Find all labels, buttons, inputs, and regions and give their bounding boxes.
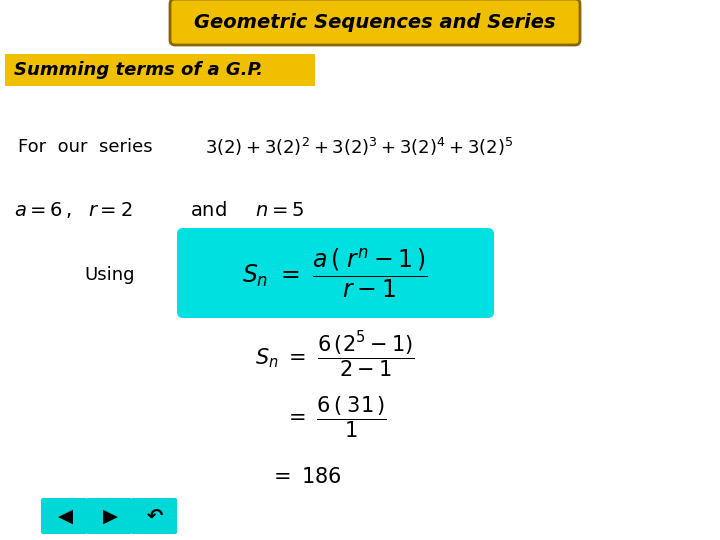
FancyBboxPatch shape bbox=[177, 228, 494, 318]
Text: $S_n \ = \ \dfrac{a\,(\; r^{n} - 1\,)}{r - 1}$: $S_n \ = \ \dfrac{a\,(\; r^{n} - 1\,)}{r… bbox=[242, 246, 428, 300]
Text: $n = 5$: $n = 5$ bbox=[255, 200, 304, 219]
FancyBboxPatch shape bbox=[5, 54, 315, 86]
Text: $= \ 186$: $= \ 186$ bbox=[269, 467, 341, 487]
FancyBboxPatch shape bbox=[41, 498, 87, 534]
Text: Geometric Sequences and Series: Geometric Sequences and Series bbox=[194, 12, 556, 31]
Text: $3(2) + 3(2)^{2} + 3(2)^{3} + 3(2)^{4} + 3(2)^{5}$: $3(2) + 3(2)^{2} + 3(2)^{3} + 3(2)^{4} +… bbox=[205, 136, 513, 158]
Text: $= \ \dfrac{6\,(\;31\,)}{1}$: $= \ \dfrac{6\,(\;31\,)}{1}$ bbox=[284, 394, 387, 440]
Text: $\mathrm{and}$: $\mathrm{and}$ bbox=[190, 200, 227, 219]
Text: ▶: ▶ bbox=[102, 507, 117, 525]
Text: Summing terms of a G.P.: Summing terms of a G.P. bbox=[14, 61, 263, 79]
FancyBboxPatch shape bbox=[86, 498, 132, 534]
Text: $S_n \ = \ \dfrac{6\,(2^{5} - 1)}{2 - 1}$: $S_n \ = \ \dfrac{6\,(2^{5} - 1)}{2 - 1}… bbox=[255, 329, 415, 380]
FancyBboxPatch shape bbox=[131, 498, 177, 534]
Text: For  our  series: For our series bbox=[18, 138, 153, 156]
FancyBboxPatch shape bbox=[170, 0, 580, 45]
Text: Using: Using bbox=[85, 266, 135, 284]
Text: ◀: ◀ bbox=[58, 507, 73, 525]
Text: $a = 6\,, \ \ r = 2$: $a = 6\,, \ \ r = 2$ bbox=[14, 200, 132, 220]
Text: ↶: ↶ bbox=[147, 507, 163, 525]
